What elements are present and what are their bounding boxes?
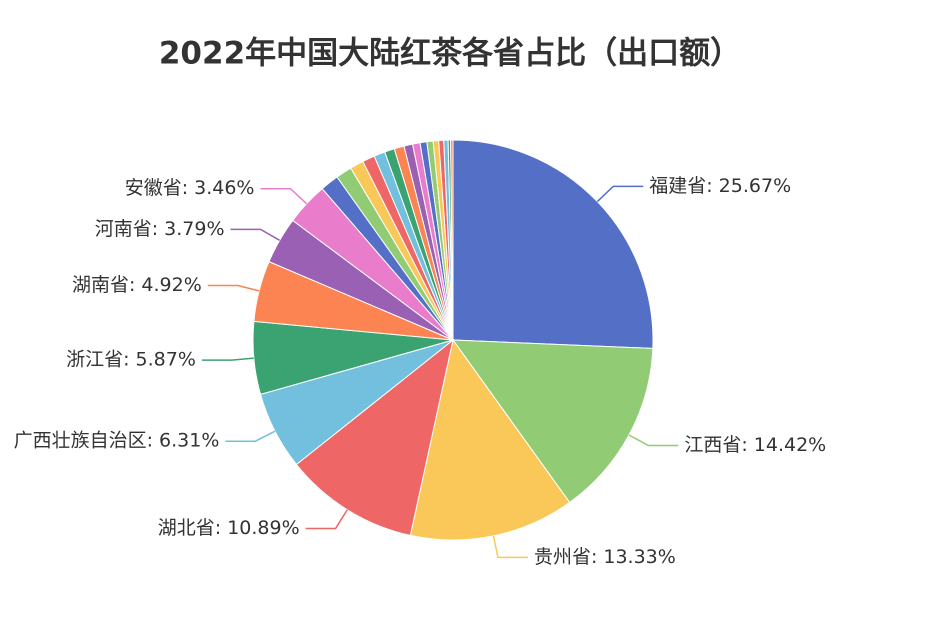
pie-slice — [452, 139, 654, 349]
leader-line — [230, 228, 280, 241]
leader-line — [628, 434, 679, 447]
leader-line — [492, 535, 528, 559]
pie-slice — [450, 139, 454, 341]
leader-line — [305, 509, 348, 530]
slice-label: 河南省: 3.79% — [95, 218, 225, 240]
leader-line — [207, 284, 260, 292]
chart-title: 2022年中国大陆红茶各省占比（出口额） — [159, 36, 741, 72]
slice-label: 福建省: 25.67% — [649, 175, 791, 197]
slice-label: 湖南省: 4.92% — [72, 274, 202, 296]
leader-line — [596, 185, 644, 203]
slice-label: 湖北省: 10.89% — [158, 517, 300, 539]
leader-line — [260, 187, 308, 205]
slice-label: 贵州省: 13.33% — [534, 546, 676, 568]
slice-label: 安徽省: 3.46% — [125, 177, 255, 199]
slice-label: 浙江省: 5.87% — [66, 349, 196, 371]
slice-label: 江西省: 14.42% — [684, 434, 826, 456]
leader-line — [225, 430, 276, 442]
leader-line — [201, 357, 254, 361]
pie-slice — [409, 338, 571, 541]
slice-label: 广西壮族自治区: 6.31% — [14, 430, 220, 452]
pie-slice — [295, 338, 454, 536]
